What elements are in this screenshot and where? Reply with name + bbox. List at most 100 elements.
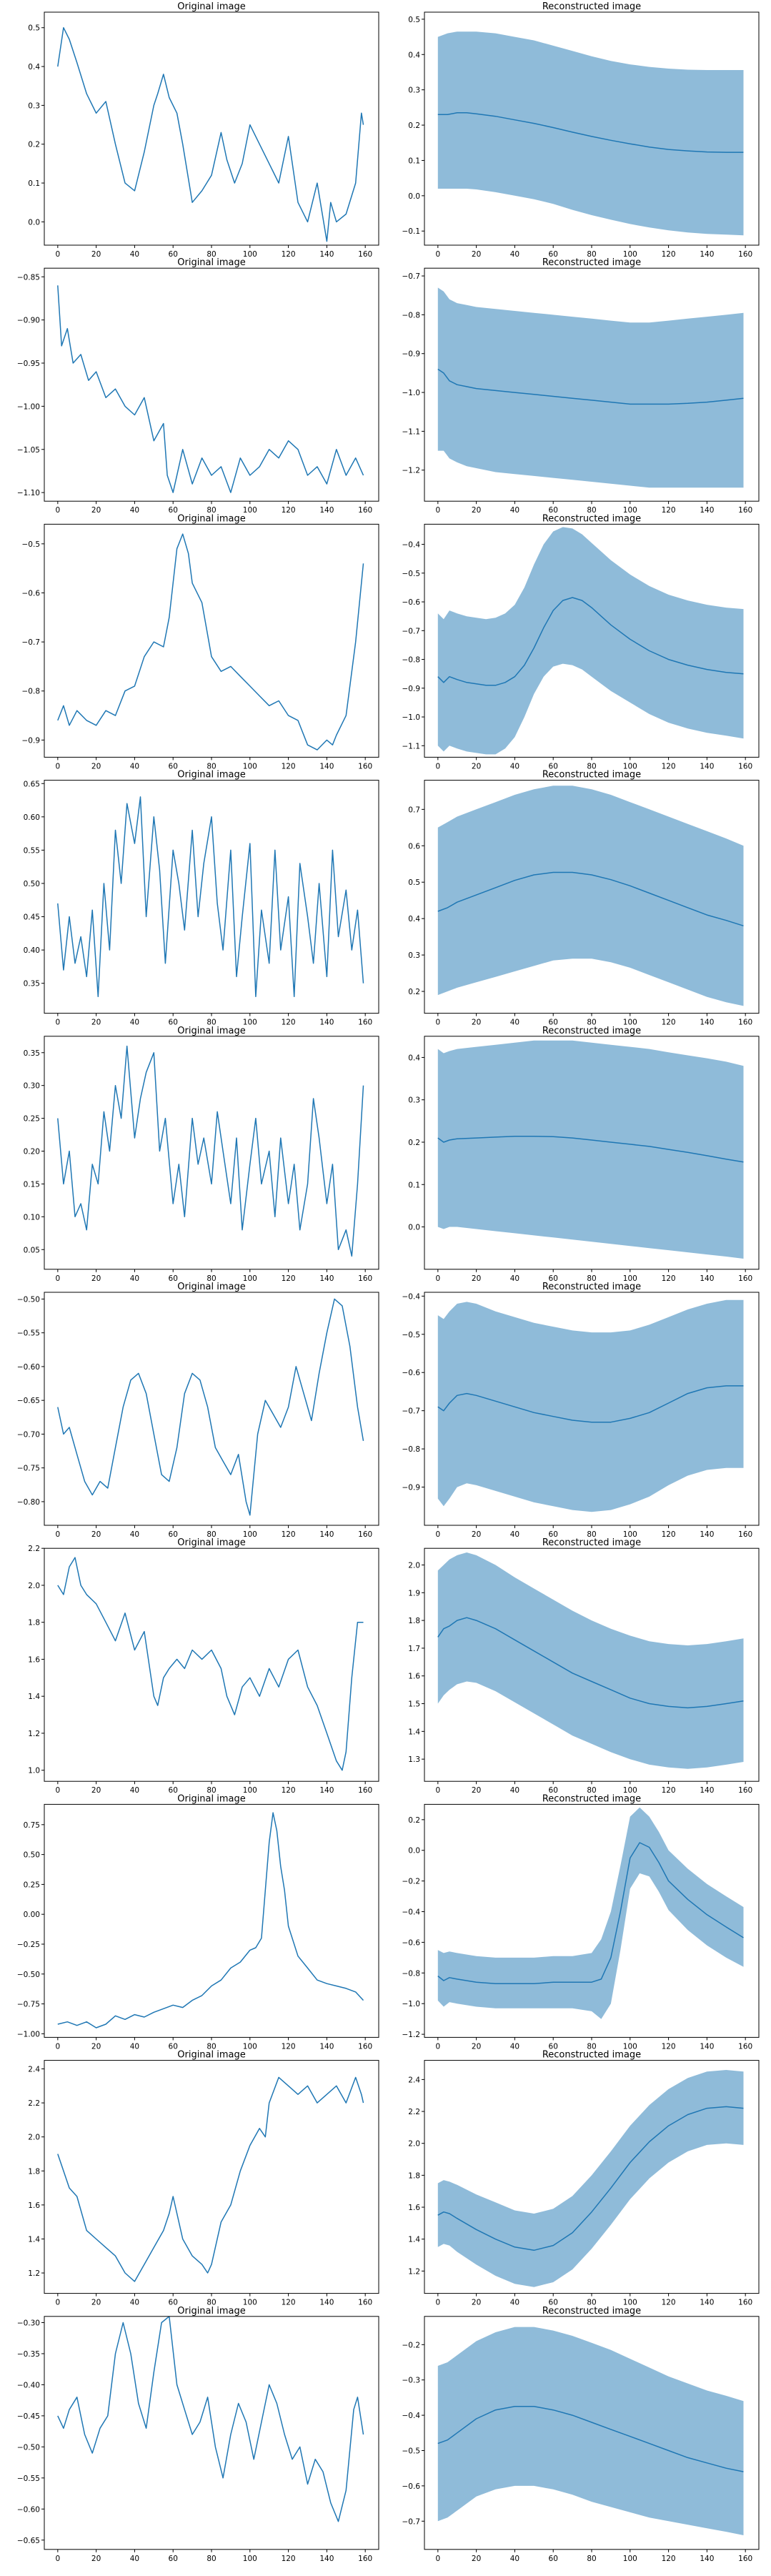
y-tick-label: 1.2 [28, 1730, 40, 1738]
chart-title: Original image [177, 1026, 246, 1036]
x-tick-label: 0 [55, 2042, 60, 2051]
x-tick-label: 60 [549, 2042, 558, 2051]
y-tick-label: −0.5 [402, 1331, 421, 1339]
y-tick-label: −0.2 [402, 1878, 421, 1886]
series-line [57, 796, 364, 998]
chart-title: Original image [177, 770, 246, 781]
y-tick-label: 1.6 [28, 1655, 40, 1664]
x-tick-label: 100 [623, 2555, 637, 2563]
series-line [437, 1617, 744, 1709]
y-tick-label: −0.7 [402, 1407, 421, 1416]
y-tick-label: 0.0 [408, 192, 420, 201]
y-tick-label: −0.70 [17, 1430, 40, 1439]
y-tick-label: −1.0 [402, 2000, 421, 2008]
y-tick-label: −0.4 [402, 2412, 421, 2420]
x-tick-label: 20 [91, 762, 101, 771]
y-tick-label: −0.6 [402, 598, 421, 607]
x-tick-label: 20 [472, 1530, 481, 1539]
y-tick-label: −1.1 [402, 427, 421, 436]
y-tick-label: −0.85 [17, 273, 40, 282]
series-line [57, 1298, 364, 1516]
x-tick-label: 100 [243, 2042, 257, 2051]
y-tick-label: −0.95 [17, 360, 40, 368]
y-tick-label: 2.0 [408, 2140, 420, 2149]
x-tick-label: 40 [130, 1530, 139, 1539]
x-tick-label: 160 [358, 2555, 372, 2563]
y-tick-label: −0.6 [402, 1369, 421, 1377]
y-tick-label: 1.3 [408, 1755, 420, 1764]
y-tick-label: 2.4 [408, 2076, 420, 2084]
x-tick-label: 60 [549, 2299, 558, 2307]
x-tick-label: 80 [587, 2555, 596, 2563]
y-tick-label: 0.2 [408, 988, 420, 996]
confidence-band [437, 527, 744, 755]
y-tick-label: 0.2 [408, 1816, 420, 1825]
y-tick-label: 0.2 [408, 122, 420, 130]
series-line [437, 1385, 744, 1423]
y-tick-label: −0.5 [22, 540, 41, 549]
x-tick-label: 60 [169, 2299, 178, 2307]
y-tick-label: 0.50 [24, 880, 40, 888]
y-tick-label: 0.25 [24, 1881, 40, 1889]
x-tick-label: 160 [358, 250, 372, 259]
y-tick-label: −0.40 [17, 2381, 40, 2389]
y-tick-label: −0.5 [402, 2447, 421, 2455]
x-tick-label: 0 [55, 762, 60, 771]
y-tick-label: 0.1 [408, 1181, 420, 1189]
x-tick-label: 100 [623, 506, 637, 515]
chart-grid: 0 20 40 60 80 100 120 140 160 0.0 0.1 0.2 0.3 0.4 0.5 O… [17, 1, 760, 2563]
y-tick-label: −0.6 [22, 589, 41, 598]
y-tick-label: 0.7 [408, 806, 420, 814]
y-tick-label: 0.30 [24, 1082, 40, 1091]
y-tick-label: 0.75 [24, 1821, 40, 1830]
chart-panel-12-reconstructed: 0 20 40 60 80 100 120 140 160 −0.4 −0.5 −0.6 −0.7 −0.… [402, 1282, 760, 1539]
x-tick-label: 60 [549, 1274, 558, 1283]
x-tick-label: 40 [130, 1786, 139, 1795]
x-tick-label: 0 [435, 1019, 440, 1027]
y-tick-label: 0.35 [24, 980, 40, 989]
y-tick-label: 1.6 [28, 2201, 40, 2210]
x-tick-label: 40 [130, 2299, 139, 2307]
y-tick-label: −0.9 [402, 685, 421, 693]
x-tick-label: 120 [282, 506, 296, 515]
x-tick-label: 140 [319, 1274, 334, 1283]
confidence-band [437, 1299, 744, 1512]
y-tick-label: 1.8 [28, 1619, 40, 1628]
x-tick-label: 20 [91, 1019, 101, 1027]
y-tick-label: −0.9 [22, 736, 41, 745]
confidence-band [437, 2070, 744, 2287]
x-tick-label: 0 [55, 1530, 60, 1539]
x-tick-label: 140 [700, 250, 714, 259]
x-tick-label: 40 [510, 506, 519, 515]
series-line [437, 2106, 744, 2251]
x-tick-label: 20 [91, 2555, 101, 2563]
x-tick-label: 100 [623, 2299, 637, 2307]
y-tick-label: 2.2 [28, 2099, 40, 2108]
chart-panel-18-reconstructed: 0 20 40 60 80 100 120 140 160 1.2 1.4 1.6 1.8 2.0 2.2 2… [408, 2050, 760, 2307]
plot-area [437, 287, 744, 488]
y-tick-label: −0.8 [402, 1969, 421, 1978]
y-tick-label: −1.0 [402, 389, 421, 397]
plot-area [57, 1557, 364, 1771]
y-tick-label: 0.3 [408, 951, 420, 960]
y-tick-label: 2.4 [28, 2065, 40, 2074]
x-tick-label: 60 [549, 250, 558, 259]
x-tick-label: 60 [549, 2555, 558, 2563]
x-tick-label: 0 [55, 1274, 60, 1283]
x-tick-label: 20 [472, 250, 481, 259]
x-tick-label: 60 [169, 1019, 178, 1027]
y-tick-label: 0.00 [24, 1911, 40, 1919]
plot-area [437, 786, 744, 1006]
chart-title: Reconstructed image [542, 2050, 641, 2061]
y-tick-label: 1.8 [408, 2171, 420, 2180]
x-tick-label: 100 [243, 1530, 257, 1539]
y-tick-label: 0.0 [28, 218, 40, 227]
x-tick-label: 40 [510, 1530, 519, 1539]
chart-title: Reconstructed image [542, 2306, 641, 2317]
x-tick-label: 0 [435, 2555, 440, 2563]
chart-panel-17-original: 0 20 40 60 80 100 120 140 160 1.2 1.4 1.6 1.8 2.0 2.2 2… [28, 2050, 379, 2307]
y-tick-label: −0.2 [402, 2341, 421, 2349]
y-tick-label: −0.8 [402, 656, 421, 665]
x-tick-label: 160 [358, 1274, 372, 1283]
y-tick-label: 0.55 [24, 846, 40, 855]
